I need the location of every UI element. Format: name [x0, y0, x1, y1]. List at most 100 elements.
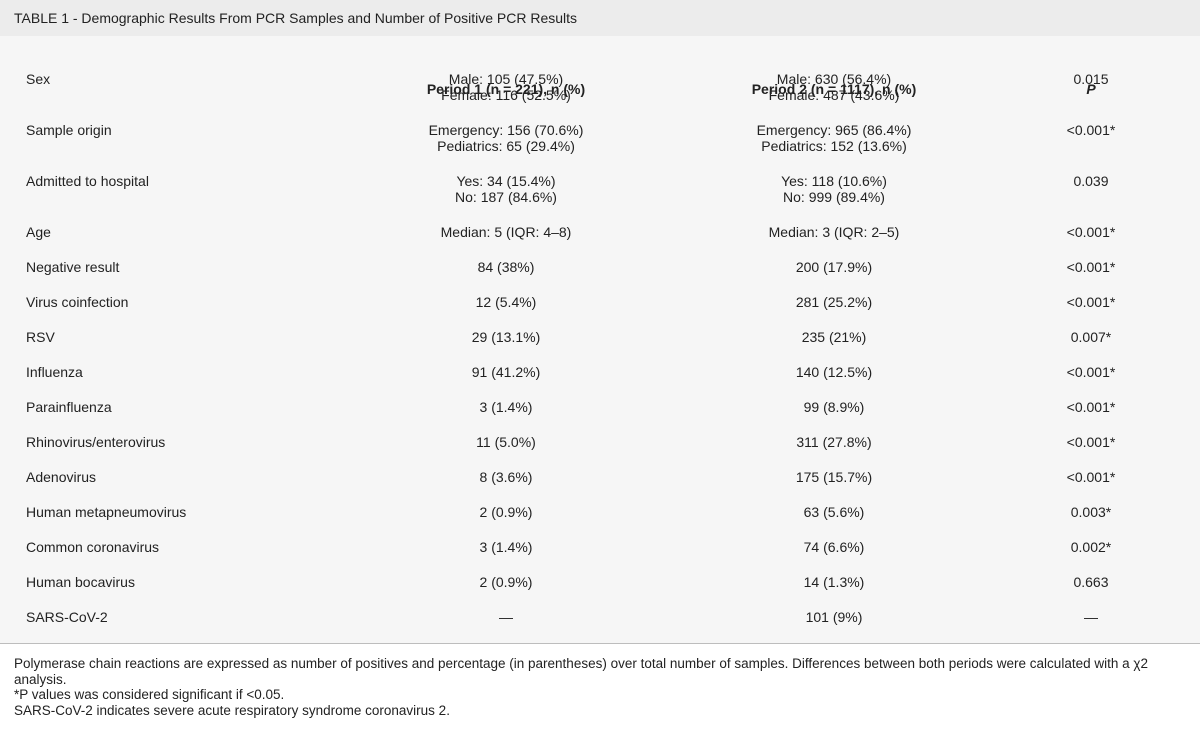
period-2-value: 281 (25.2%)	[694, 294, 974, 310]
period-1-value: 12 (5.4%)	[366, 294, 646, 310]
period-1-value-line: 84 (38%)	[477, 259, 535, 275]
period-2-value: 63 (5.6%)	[694, 504, 974, 520]
period-1-value: 2 (0.9%)	[366, 504, 646, 520]
period-1-value-line: Male: 105 (47.5%)	[448, 71, 564, 87]
period-2-value-line: Yes: 118 (10.6%)	[781, 173, 887, 189]
results-table: Period 1 (n = 221), n (%) Period 2 (n = …	[0, 36, 1200, 643]
header-period-1: Period 1 (n = 221), n (%)	[426, 81, 586, 97]
period-2-value-line: Female: 487 (43.6%)	[768, 87, 900, 103]
table-footnotes: Polymerase chain reactions are expressed…	[14, 656, 1186, 718]
row-label: Age	[26, 224, 51, 240]
period-1-value-line: No: 187 (84.6%)	[455, 189, 557, 205]
period-2-value-line: Median: 3 (IQR: 2–5)	[768, 224, 900, 240]
header-period-2: Period 2 (n = 1117), n (%)	[751, 81, 917, 97]
row-label: Common coronavirus	[26, 539, 160, 555]
period-2-value: 99 (8.9%)	[694, 399, 974, 415]
period-2-value-line: 14 (1.3%)	[803, 574, 865, 590]
p-value: —	[1084, 609, 1098, 625]
period-2-value-line: 235 (21%)	[801, 329, 867, 345]
row-label: RSV	[26, 329, 55, 345]
period-1-value-line: 3 (1.4%)	[479, 399, 533, 415]
p-value: 0.039	[1073, 173, 1109, 189]
header-p-value: P	[1086, 81, 1096, 97]
row-label: Virus coinfection	[26, 294, 129, 310]
period-1-value-line: Emergency: 156 (70.6%)	[428, 122, 584, 138]
row-label: Human metapneumovirus	[26, 504, 187, 520]
period-2-value-line: 63 (5.6%)	[803, 504, 865, 520]
period-2-value: 101 (9%)	[694, 609, 974, 625]
period-1-value: 11 (5.0%)	[366, 434, 646, 450]
period-2-value-line: 311 (27.8%)	[796, 434, 872, 450]
period-2-value: Emergency: 965 (86.4%) Pediatrics: 152 (1…	[694, 122, 974, 154]
period-2-value-line: 99 (8.9%)	[803, 399, 865, 415]
period-2-value-line: Emergency: 965 (86.4%)	[756, 122, 912, 138]
footnote-divider	[0, 643, 1200, 644]
period-1-value: Yes: 34 (15.4%) No: 187 (84.6%)	[366, 173, 646, 205]
row-label: Negative result	[26, 259, 120, 275]
period-1-value-line: 12 (5.4%)	[475, 294, 537, 310]
p-value: <0.001*	[1066, 259, 1116, 275]
period-1-value: Emergency: 156 (70.6%) Pediatrics: 65 (29…	[366, 122, 646, 154]
period-2-value: 74 (6.6%)	[694, 539, 974, 555]
period-2-value: 235 (21%)	[694, 329, 974, 345]
row-label: Adenovirus	[26, 469, 97, 485]
period-2-value: 140 (12.5%)	[694, 364, 974, 380]
row-label: SARS-CoV-2	[26, 609, 108, 625]
period-1-value: 91 (41.2%)	[366, 364, 646, 380]
period-1-value-line: 2 (0.9%)	[479, 574, 533, 590]
period-1-value: 3 (1.4%)	[366, 539, 646, 555]
row-label: Parainfluenza	[26, 399, 112, 415]
p-value: <0.001*	[1066, 364, 1116, 380]
row-label: Influenza	[26, 364, 83, 380]
period-2-value: Median: 3 (IQR: 2–5)	[694, 224, 974, 240]
p-value: <0.001*	[1066, 399, 1116, 415]
period-2-value-line: 140 (12.5%)	[795, 364, 873, 380]
p-value: 0.003*	[1070, 504, 1112, 520]
table-caption: TABLE 1 - Demographic Results From PCR S…	[0, 0, 1200, 36]
period-1-value-line: 11 (5.0%)	[476, 434, 536, 450]
row-label: Admitted to hospital	[26, 173, 149, 189]
period-1-value-line: Pediatrics: 65 (29.4%)	[437, 138, 575, 154]
p-value: <0.001*	[1066, 469, 1116, 485]
p-value: 0.007*	[1070, 329, 1112, 345]
period-2-value-line: 101 (9%)	[805, 609, 863, 625]
footnote-2: *P values was considered significant if …	[14, 687, 285, 702]
period-1-value-line: 8 (3.6%)	[479, 469, 533, 485]
period-2-value: 14 (1.3%)	[694, 574, 974, 590]
period-2-value-line: 281 (25.2%)	[795, 294, 873, 310]
period-2-value: Male: 630 (56.4%) Female: 487 (43.6%)	[694, 71, 974, 103]
row-label: Sex	[26, 71, 51, 87]
period-2-value-line: 74 (6.6%)	[803, 539, 865, 555]
period-2-value: 311 (27.8%)	[694, 434, 974, 450]
period-1-value: Median: 5 (IQR: 4–8)	[366, 224, 646, 240]
period-1-value-line: 91 (41.2%)	[471, 364, 541, 380]
period-1-value-line: —	[499, 609, 513, 625]
row-label: Human bocavirus	[26, 574, 135, 590]
p-value: <0.001*	[1066, 434, 1116, 450]
footnote-1: Polymerase chain reactions are expressed…	[14, 656, 1148, 687]
period-2-value-line: No: 999 (89.4%)	[783, 189, 885, 205]
period-1-value: 2 (0.9%)	[366, 574, 646, 590]
period-2-value: 200 (17.9%)	[694, 259, 974, 275]
row-label: Sample origin	[26, 122, 112, 138]
period-1-value-line: Yes: 34 (15.4%)	[456, 173, 556, 189]
row-label: Rhinovirus/enterovirus	[26, 434, 166, 450]
p-value: <0.001*	[1066, 224, 1116, 240]
period-1-value-line: 2 (0.9%)	[479, 504, 533, 520]
period-1-value-line: Female: 116 (52.5%)	[441, 87, 571, 103]
period-1-value-line: 29 (13.1%)	[471, 329, 541, 345]
period-2-value: Yes: 118 (10.6%) No: 999 (89.4%)	[694, 173, 974, 205]
period-1-value: 8 (3.6%)	[366, 469, 646, 485]
period-2-value-line: 200 (17.9%)	[795, 259, 873, 275]
period-1-value: 84 (38%)	[366, 259, 646, 275]
period-2-value-line: 175 (15.7%)	[795, 469, 873, 485]
period-1-value: Male: 105 (47.5%) Female: 116 (52.5%)	[366, 71, 646, 103]
period-1-value-line: 3 (1.4%)	[479, 539, 533, 555]
period-1-value: —	[366, 609, 646, 625]
p-value: 0.002*	[1070, 539, 1112, 555]
period-2-value: 175 (15.7%)	[694, 469, 974, 485]
p-value: 0.663	[1073, 574, 1109, 590]
period-1-value: 29 (13.1%)	[366, 329, 646, 345]
period-1-value-line: Median: 5 (IQR: 4–8)	[440, 224, 572, 240]
p-value: <0.001*	[1066, 122, 1116, 138]
